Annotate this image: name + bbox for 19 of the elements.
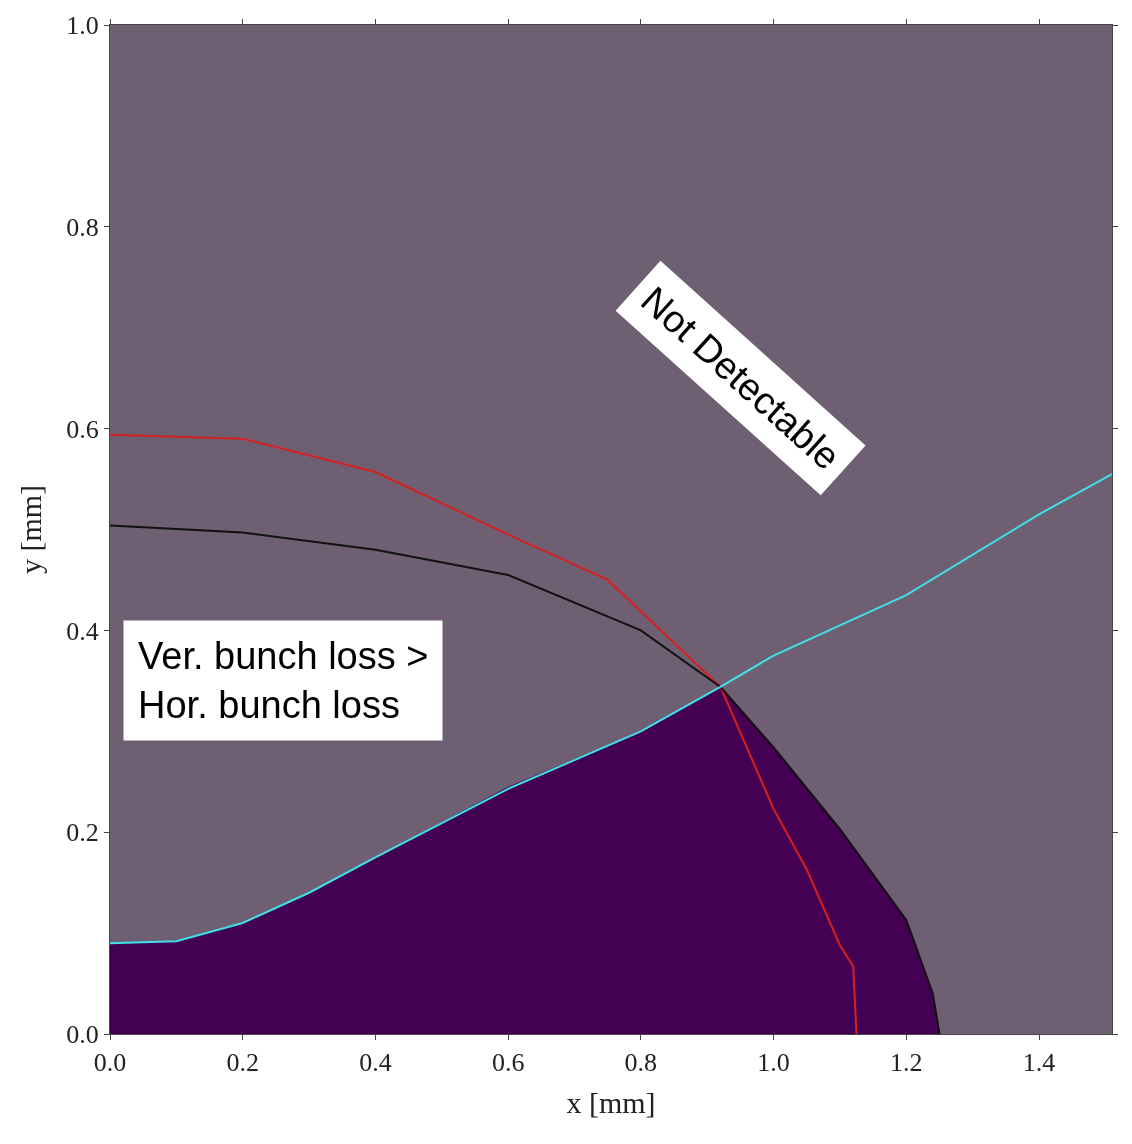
line-series (110, 473, 1112, 945)
y-tick-label: 0.8 (66, 212, 99, 242)
x-tick-label: 0.4 (359, 1048, 392, 1078)
x-tick-label: 0.0 (93, 1048, 127, 1078)
line-series (110, 524, 941, 1034)
annotation: Ver. bunch loss > Hor. bunch loss (138, 635, 429, 727)
x-tick-label: 1.4 (1022, 1048, 1056, 1078)
y-tick-label: 0.4 (66, 616, 99, 646)
y-tick-label: 0.6 (66, 414, 99, 444)
y-tick-label: 1.0 (66, 11, 99, 41)
y-tick-label: 0.0 (66, 1020, 99, 1050)
x-axis-title: x [mm] (566, 1085, 656, 1119)
x-tick-label: 1.0 (757, 1048, 790, 1078)
x-tick-label: 1.2 (890, 1048, 923, 1078)
y-axis-title: y [mm] (14, 484, 48, 575)
y-tick-label: 0.2 (66, 818, 99, 848)
x-tick-label: 0.2 (226, 1048, 259, 1078)
x-tick-label: 0.6 (491, 1048, 525, 1078)
x-tick-label: 0.8 (624, 1048, 658, 1078)
